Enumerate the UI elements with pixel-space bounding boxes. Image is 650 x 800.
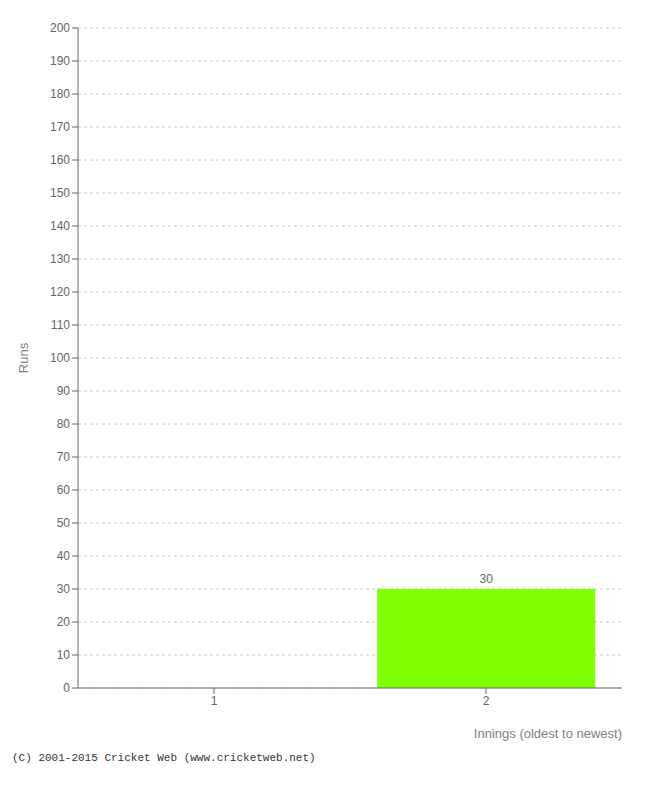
svg-text:110: 110	[51, 318, 70, 332]
svg-text:140: 140	[50, 219, 70, 233]
svg-text:40: 40	[57, 549, 71, 563]
svg-text:50: 50	[57, 516, 71, 530]
svg-text:150: 150	[50, 186, 70, 200]
svg-text:70: 70	[57, 450, 71, 464]
svg-text:30: 30	[57, 582, 71, 596]
svg-text:0: 0	[63, 681, 70, 695]
svg-text:2: 2	[483, 694, 490, 708]
svg-text:Runs: Runs	[16, 342, 31, 373]
html-text:(C) 2001-2015 Cricket Web (www: (C) 2001-2015 Cricket Web (www.cricketwe…	[12, 752, 316, 764]
svg-text:30: 30	[480, 572, 494, 586]
svg-text:130: 130	[50, 252, 70, 266]
svg-text:190: 190	[50, 54, 70, 68]
svg-text:160: 160	[50, 153, 70, 167]
svg-text:80: 80	[57, 417, 71, 431]
svg-text:120: 120	[50, 285, 70, 299]
svg-text:180: 180	[50, 87, 70, 101]
svg-text:Innings (oldest to newest): Innings (oldest to newest)	[474, 726, 622, 741]
svg-text:1: 1	[211, 694, 218, 708]
svg-text:60: 60	[57, 483, 71, 497]
svg-text:170: 170	[50, 120, 70, 134]
svg-text:90: 90	[57, 384, 71, 398]
svg-text:100: 100	[50, 351, 70, 365]
svg-text:10: 10	[57, 648, 71, 662]
svg-text:200: 200	[50, 21, 70, 35]
svg-text:20: 20	[57, 615, 71, 629]
